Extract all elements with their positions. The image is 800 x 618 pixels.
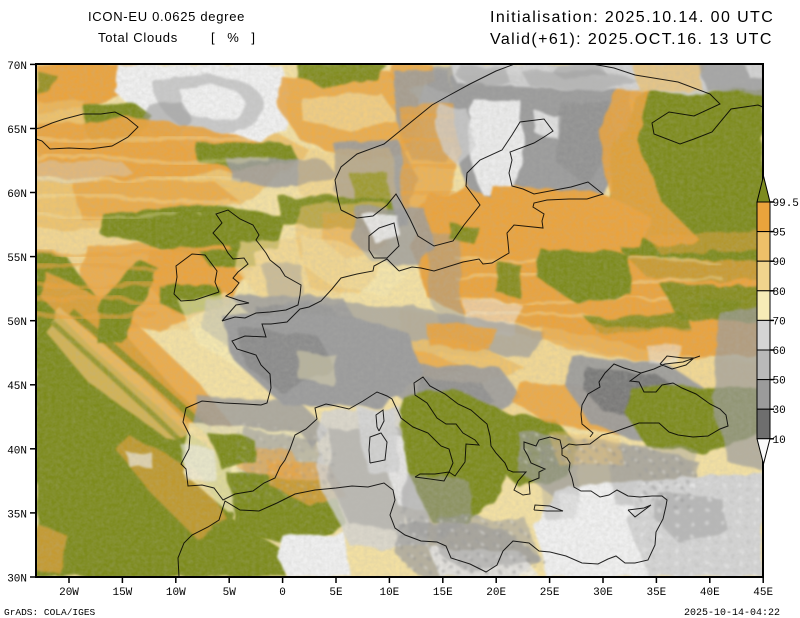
svg-text:60: 60 xyxy=(773,346,786,358)
svg-text:30E: 30E xyxy=(593,587,613,599)
svg-text:10: 10 xyxy=(773,435,786,447)
svg-text:55N: 55N xyxy=(7,253,27,265)
svg-text:50N: 50N xyxy=(7,317,27,329)
svg-text:50: 50 xyxy=(773,376,786,388)
svg-text:10W: 10W xyxy=(166,587,186,599)
svg-text:Valid(+61): 2025.OCT.16. 13 UT: Valid(+61): 2025.OCT.16. 13 UTC xyxy=(490,31,773,48)
svg-text:0: 0 xyxy=(279,587,286,599)
svg-text:20E: 20E xyxy=(486,587,506,599)
svg-text:45N: 45N xyxy=(7,381,27,393)
svg-text:40N: 40N xyxy=(7,445,27,457)
svg-text:Initialisation: 2025.10.14. 00: Initialisation: 2025.10.14. 00 UTC xyxy=(490,9,774,26)
svg-text:90: 90 xyxy=(773,257,786,269)
svg-text:70N: 70N xyxy=(7,61,27,73)
svg-text:2025-10-14-04:22: 2025-10-14-04:22 xyxy=(684,608,780,618)
svg-text:35N: 35N xyxy=(7,509,27,521)
svg-text:45E: 45E xyxy=(753,587,773,599)
svg-text:10E: 10E xyxy=(379,587,399,599)
svg-text:5E: 5E xyxy=(329,587,343,599)
svg-text:40E: 40E xyxy=(700,587,720,599)
svg-text:70: 70 xyxy=(773,316,786,328)
svg-text:15W: 15W xyxy=(112,587,132,599)
svg-text:95: 95 xyxy=(773,228,786,240)
svg-text:99.5: 99.5 xyxy=(773,198,799,210)
svg-text:15E: 15E xyxy=(433,587,453,599)
svg-text:ICON-EU 0.0625 degree: ICON-EU 0.0625 degree xyxy=(88,9,245,24)
svg-text:30N: 30N xyxy=(7,574,27,586)
svg-text:60N: 60N xyxy=(7,189,27,201)
svg-text:[ % ]: [ % ] xyxy=(211,30,260,45)
svg-text:65N: 65N xyxy=(7,125,27,137)
svg-text:Total Clouds: Total Clouds xyxy=(98,30,178,45)
svg-text:30: 30 xyxy=(773,405,786,417)
svg-text:80: 80 xyxy=(773,287,786,299)
svg-text:35E: 35E xyxy=(646,587,666,599)
svg-text:GrADS: COLA/IGES: GrADS: COLA/IGES xyxy=(4,607,96,618)
svg-text:20W: 20W xyxy=(59,587,79,599)
svg-text:5W: 5W xyxy=(223,587,237,599)
svg-text:25E: 25E xyxy=(540,587,560,599)
